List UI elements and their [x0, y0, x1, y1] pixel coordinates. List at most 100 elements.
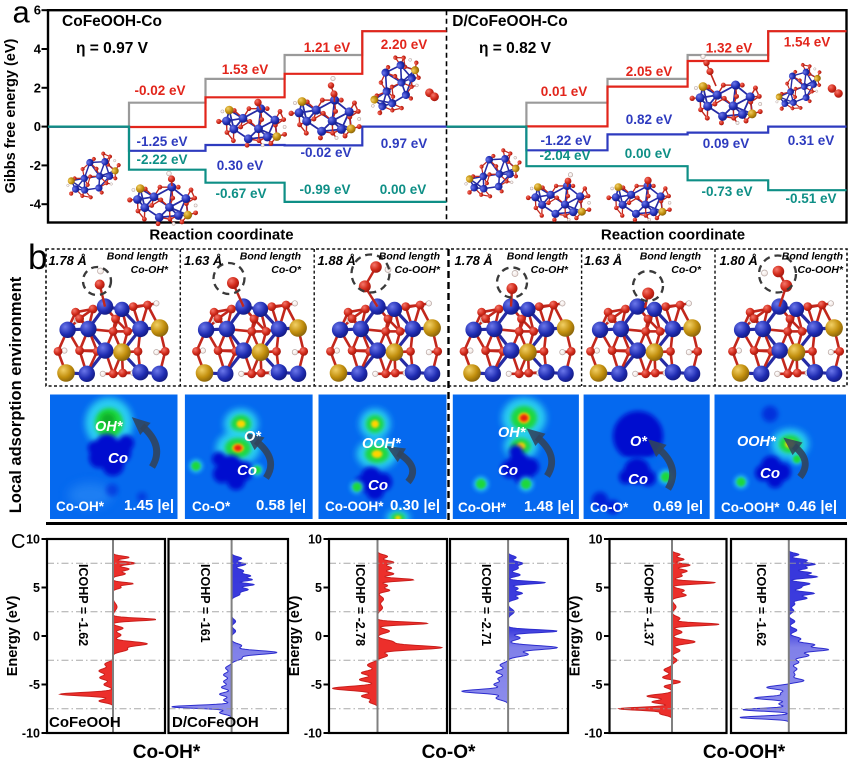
svg-text:OH*: OH*	[498, 425, 527, 441]
svg-text:Bond length: Bond length	[379, 251, 440, 263]
svg-text:-10: -10	[22, 727, 40, 741]
svg-text:Reaction coordinate: Reaction coordinate	[601, 227, 745, 244]
svg-text:Co: Co	[108, 450, 128, 467]
svg-text:CoFeOOH-Co: CoFeOOH-Co	[62, 13, 162, 30]
svg-text:Co-O*: Co-O*	[422, 742, 476, 763]
svg-text:1.53 eV: 1.53 eV	[222, 62, 269, 77]
svg-text:-2.22 eV: -2.22 eV	[136, 152, 187, 167]
svg-text:η = 0.97 V: η = 0.97 V	[76, 40, 149, 57]
svg-text:O*: O*	[630, 434, 648, 450]
svg-text:1.63 Å: 1.63 Å	[184, 253, 222, 268]
svg-text:0.01 eV: 0.01 eV	[541, 84, 588, 99]
svg-text:-0.02 eV: -0.02 eV	[134, 83, 185, 98]
svg-text:-5: -5	[311, 678, 322, 692]
svg-text:1.54 eV: 1.54 eV	[784, 35, 831, 50]
svg-text:ICOHP = -1.62: ICOHP = -1.62	[76, 564, 90, 646]
svg-text:O*: O*	[244, 429, 262, 445]
svg-text:-10: -10	[584, 727, 602, 741]
svg-text:-2: -2	[29, 158, 41, 173]
svg-text:0.00 eV: 0.00 eV	[380, 182, 427, 197]
svg-text:10: 10	[589, 533, 603, 547]
svg-text:Co-OH*: Co-OH*	[131, 264, 169, 276]
svg-text:Co-OH*: Co-OH*	[133, 742, 201, 763]
svg-text:Co-OOH*: Co-OOH*	[325, 499, 384, 514]
svg-text:ICOHP = -2.71: ICOHP = -2.71	[479, 564, 493, 646]
svg-text:Co-O*: Co-O*	[671, 264, 702, 276]
svg-text:D/CoFeOOH: D/CoFeOOH	[172, 714, 259, 731]
svg-text:a: a	[13, 0, 31, 30]
svg-text:5: 5	[315, 581, 322, 595]
svg-text:Co: Co	[237, 462, 257, 479]
svg-text:Bond length: Bond length	[640, 251, 701, 263]
svg-text:0.30 |e|: 0.30 |e|	[390, 497, 440, 514]
svg-text:1.45 |e|: 1.45 |e|	[124, 497, 174, 514]
svg-text:Co: Co	[628, 471, 648, 488]
svg-text:1.78 Å: 1.78 Å	[49, 253, 87, 268]
svg-text:OOH*: OOH*	[737, 434, 777, 450]
svg-text:Gibbs free energy (eV): Gibbs free energy (eV)	[3, 38, 19, 193]
svg-text:C: C	[11, 531, 25, 553]
svg-text:Co: Co	[368, 477, 388, 494]
svg-text:0.00 eV: 0.00 eV	[625, 146, 672, 161]
svg-text:-5: -5	[29, 678, 40, 692]
svg-text:Co-OOH*: Co-OOH*	[703, 742, 786, 763]
svg-text:1.80 Å: 1.80 Å	[720, 253, 758, 268]
svg-text:Co-OOH*: Co-OOH*	[798, 264, 844, 276]
svg-text:-0.67 eV: -0.67 eV	[215, 186, 266, 201]
svg-text:2.20 eV: 2.20 eV	[381, 37, 428, 52]
svg-text:1.78 Å: 1.78 Å	[455, 253, 493, 268]
svg-text:0.46 |e|: 0.46 |e|	[787, 498, 837, 515]
svg-text:Bond length: Bond length	[107, 251, 168, 263]
svg-text:-0.73 eV: -0.73 eV	[701, 184, 752, 199]
svg-text:Reaction coordinate: Reaction coordinate	[149, 227, 293, 244]
svg-text:Co-OOH*: Co-OOH*	[395, 264, 441, 276]
svg-text:Co: Co	[760, 465, 780, 482]
svg-text:OH*: OH*	[95, 419, 124, 435]
svg-text:Co: Co	[498, 462, 518, 479]
svg-text:Local adsorption environment: Local adsorption environment	[7, 276, 25, 513]
svg-text:0: 0	[315, 630, 322, 644]
svg-text:10: 10	[308, 533, 322, 547]
svg-text:-10: -10	[304, 727, 322, 741]
svg-text:-1.22 eV: -1.22 eV	[540, 133, 591, 148]
svg-text:1.48 |e|: 1.48 |e|	[524, 498, 574, 515]
svg-text:Co-OH*: Co-OH*	[56, 499, 105, 514]
svg-text:0.82 eV: 0.82 eV	[626, 112, 673, 127]
svg-text:Co-O*: Co-O*	[590, 500, 629, 515]
svg-text:2: 2	[34, 80, 41, 95]
svg-text:1.63 Å: 1.63 Å	[584, 253, 622, 268]
svg-text:ICOHP = -1.37: ICOHP = -1.37	[642, 564, 656, 646]
svg-text:-5: -5	[591, 678, 602, 692]
svg-text:Co-OOH*: Co-OOH*	[721, 500, 780, 515]
svg-text:2.05 eV: 2.05 eV	[626, 64, 673, 79]
svg-text:-0.51 eV: -0.51 eV	[785, 191, 836, 206]
svg-text:1.21 eV: 1.21 eV	[304, 40, 351, 55]
svg-text:0.58 |e|: 0.58 |e|	[256, 497, 306, 514]
svg-text:-0.02 eV: -0.02 eV	[300, 145, 351, 160]
svg-text:Bond length: Bond length	[782, 251, 843, 263]
svg-text:1.88 Å: 1.88 Å	[318, 253, 356, 268]
svg-text:Energy (eV): Energy (eV)	[5, 596, 21, 677]
svg-text:CoFeOOH: CoFeOOH	[49, 714, 121, 731]
svg-text:0: 0	[596, 630, 603, 644]
svg-text:1.32 eV: 1.32 eV	[706, 41, 753, 56]
svg-text:10: 10	[26, 533, 40, 547]
svg-text:0: 0	[33, 630, 40, 644]
svg-text:ICOHP = -1.62: ICOHP = -1.62	[754, 564, 768, 646]
svg-text:0: 0	[34, 119, 41, 134]
svg-text:D/CoFeOOH-Co: D/CoFeOOH-Co	[452, 13, 567, 30]
svg-text:Bond length: Bond length	[507, 251, 568, 263]
svg-text:0.09 eV: 0.09 eV	[703, 136, 750, 151]
svg-text:OOH*: OOH*	[362, 436, 402, 452]
svg-text:4: 4	[34, 42, 42, 57]
svg-text:Energy (eV): Energy (eV)	[568, 596, 584, 677]
svg-text:Co-O*: Co-O*	[192, 499, 231, 514]
svg-text:Co-OH*: Co-OH*	[458, 500, 507, 515]
svg-text:Co-OH*: Co-OH*	[531, 264, 569, 276]
svg-text:5: 5	[33, 581, 40, 595]
svg-text:0.97 eV: 0.97 eV	[381, 136, 428, 151]
svg-text:ICOHP = -2.78: ICOHP = -2.78	[353, 564, 367, 646]
svg-text:0.30 eV: 0.30 eV	[217, 158, 264, 173]
svg-text:Co-O*: Co-O*	[271, 264, 302, 276]
svg-text:5: 5	[596, 581, 603, 595]
